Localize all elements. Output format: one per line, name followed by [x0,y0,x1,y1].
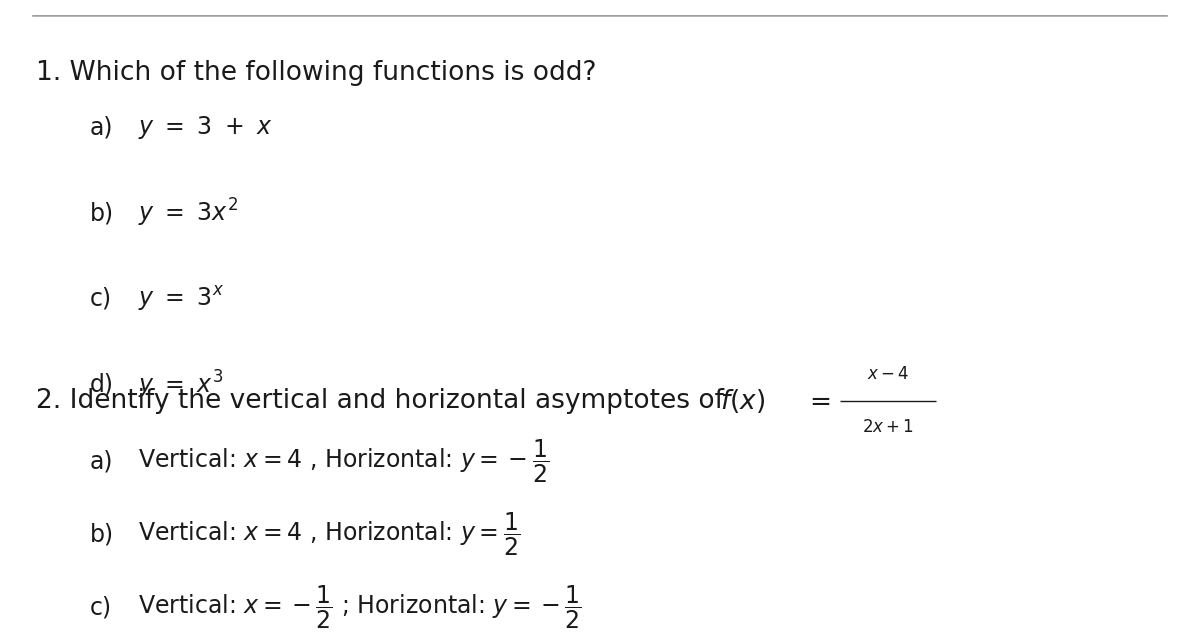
Text: Vertical: $x = 4$ , Horizontal: $y = \dfrac{1}{2}$: Vertical: $x = 4$ , Horizontal: $y = \df… [138,511,521,558]
Text: 1. Which of the following functions is odd?: 1. Which of the following functions is o… [36,60,596,86]
Text: c): c) [90,595,112,619]
Text: $y \ = \ 3^x$: $y \ = \ 3^x$ [138,284,224,314]
Text: $y \ = \ 3 \ + \ x$: $y \ = \ 3 \ + \ x$ [138,114,272,141]
Text: a): a) [90,115,114,139]
Text: Vertical: $x = -\dfrac{1}{2}$ ; Horizontal: $y = -\dfrac{1}{2}$: Vertical: $x = -\dfrac{1}{2}$ ; Horizont… [138,584,582,631]
Text: $f(x)$: $f(x)$ [720,387,766,415]
Text: 2. Identify the vertical and horizontal asymptotes of: 2. Identify the vertical and horizontal … [36,388,732,413]
Text: $x-4$: $x-4$ [866,365,910,383]
Text: c): c) [90,287,112,311]
Text: b): b) [90,522,114,546]
Text: $2x+1$: $2x+1$ [862,418,914,436]
Text: $y \ = \ 3x^2$: $y \ = \ 3x^2$ [138,197,238,229]
Text: d): d) [90,373,114,397]
Text: Vertical: $x = 4$ , Horizontal: $y = -\dfrac{1}{2}$: Vertical: $x = 4$ , Horizontal: $y = -\d… [138,438,550,485]
Text: a): a) [90,449,114,473]
Text: $y \ = \ x^3$: $y \ = \ x^3$ [138,369,223,401]
Text: $=$: $=$ [804,388,830,413]
Text: b): b) [90,201,114,225]
